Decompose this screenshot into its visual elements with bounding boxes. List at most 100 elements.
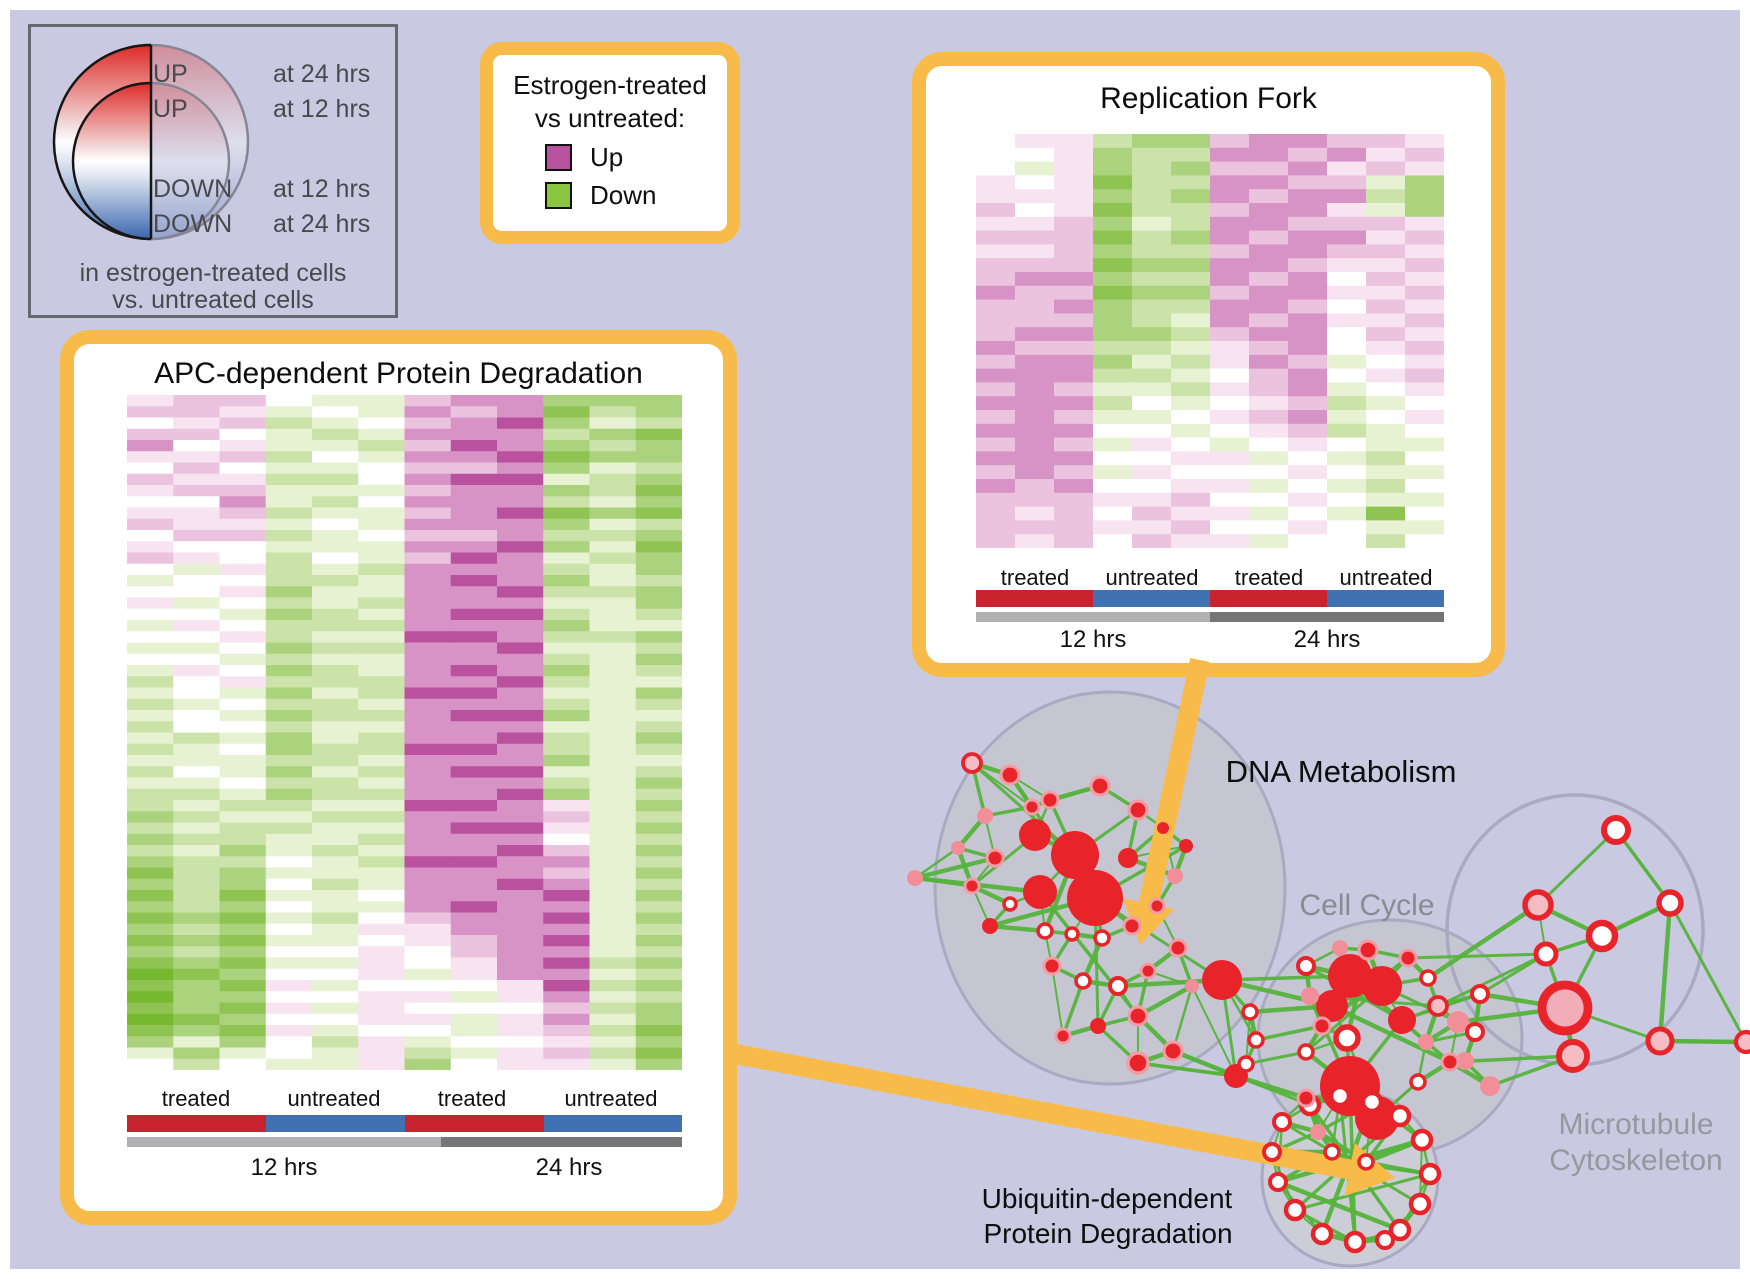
heatmap-cell xyxy=(497,552,544,565)
heatmap-cell xyxy=(589,676,637,688)
heatmap-cell xyxy=(265,912,313,925)
heatmap-cell xyxy=(1015,313,1055,328)
heatmap-cell xyxy=(1405,258,1444,273)
heatmap-cell xyxy=(450,642,498,655)
heatmap-cell xyxy=(589,1047,637,1060)
heatmap-cell xyxy=(173,935,220,947)
heatmap-cell xyxy=(635,485,682,497)
heatmap-cell xyxy=(1210,203,1250,218)
heatmap-cell xyxy=(1327,230,1367,245)
network-node-ring xyxy=(1064,926,1080,942)
heatmap-cell xyxy=(265,631,313,643)
heatmap-cell xyxy=(127,530,174,542)
heatmap-cell xyxy=(635,1058,682,1070)
heatmap-cell xyxy=(589,395,637,407)
heatmap-cell xyxy=(635,1025,682,1037)
heatmap-cell xyxy=(312,845,359,857)
heatmap-cell xyxy=(497,563,544,576)
heatmap-cell xyxy=(173,575,220,587)
heatmap-cell xyxy=(635,395,682,407)
network-node-solid xyxy=(1118,848,1138,868)
heatmap-cell xyxy=(589,507,637,520)
apc-group-label-1: treated xyxy=(161,1086,231,1111)
heatmap-cell xyxy=(219,923,267,936)
network-node-soft xyxy=(1167,868,1183,884)
heatmap-cell xyxy=(1366,272,1406,287)
heatmap-cell xyxy=(589,800,637,812)
heatmap-cell xyxy=(497,721,544,733)
heatmap-cell xyxy=(543,507,590,520)
rf-24hrs-bar xyxy=(1210,612,1444,622)
estrogen-legend-title-line1: Estrogen-treated xyxy=(513,70,707,100)
heatmap-cell xyxy=(173,428,220,441)
heatmap-cell xyxy=(358,676,405,688)
heatmap-cell xyxy=(1405,506,1444,521)
network-node-ring xyxy=(1388,1104,1412,1128)
heatmap-cell xyxy=(589,440,637,452)
heatmap-cell xyxy=(312,417,359,430)
network-node-solid xyxy=(1316,990,1348,1022)
heatmap-cell xyxy=(1288,258,1328,273)
heatmap-cell xyxy=(312,957,359,970)
heatmap-cell xyxy=(312,698,359,711)
heatmap-cell xyxy=(1210,216,1250,232)
heatmap-cell xyxy=(497,788,544,801)
heatmap-cell xyxy=(127,608,174,621)
network-node-halo xyxy=(1126,1051,1150,1075)
heatmap-cell xyxy=(173,687,220,700)
heatmap-cell xyxy=(312,440,359,452)
heatmap-cell xyxy=(589,755,637,767)
heatmap-cell xyxy=(312,890,359,902)
heatmap-cell xyxy=(1015,189,1055,204)
heatmap-cell xyxy=(127,451,174,463)
heatmap-cell xyxy=(1288,437,1328,452)
heatmap-cell xyxy=(543,833,590,846)
heatmap-cell xyxy=(1327,382,1367,397)
heatmap-cell xyxy=(219,451,267,463)
heatmap-cell xyxy=(312,462,359,475)
heatmap-cell xyxy=(1132,451,1172,466)
heatmap-cell xyxy=(265,687,313,700)
network-node-ring xyxy=(1074,972,1092,990)
heatmap-cell xyxy=(1171,327,1211,342)
heatmap-cell xyxy=(312,586,359,598)
heatmap-cell xyxy=(127,743,174,756)
heatmap-cell xyxy=(589,890,637,902)
heatmap-cell xyxy=(543,462,590,475)
heatmap-cell xyxy=(976,161,1016,176)
heatmap-cell xyxy=(1288,368,1328,383)
heatmap-cell xyxy=(219,1036,267,1048)
heatmap-cell xyxy=(1171,534,1211,548)
heatmap-cell xyxy=(1249,285,1289,301)
heatmap-cell xyxy=(312,743,359,756)
heatmap-cell xyxy=(265,395,313,407)
heatmap-cell xyxy=(543,563,590,576)
heatmap-cell xyxy=(1249,189,1289,204)
heatmap-cell xyxy=(1054,465,1094,480)
heatmap-cell xyxy=(450,867,498,880)
heatmap-cell xyxy=(358,428,405,441)
heatmap-cell xyxy=(173,890,220,902)
apc-group-label-3: treated xyxy=(437,1086,507,1111)
heatmap-cell xyxy=(358,653,405,666)
heatmap-cell xyxy=(589,732,637,745)
heatmap-cell xyxy=(219,395,267,407)
heatmap-cell xyxy=(1171,285,1211,301)
heatmap-cell xyxy=(404,631,452,643)
heatmap-cell xyxy=(635,563,682,576)
heatmap-cell xyxy=(497,1025,544,1037)
network-node-ring xyxy=(1283,1198,1307,1222)
heatmap-cell xyxy=(1054,216,1094,232)
heatmap-cell xyxy=(1093,285,1133,301)
network-node-ring xyxy=(1409,1073,1427,1091)
heatmap-cell xyxy=(358,417,405,430)
heatmap-cell xyxy=(265,833,313,846)
heatmap-cell xyxy=(265,575,313,587)
heatmap-cell xyxy=(1327,216,1367,232)
heatmap-cell xyxy=(976,396,1016,411)
heatmap-cell xyxy=(404,1058,452,1070)
heatmap-cell xyxy=(635,631,682,643)
heatmap-cell xyxy=(127,518,174,531)
heatmap-cell xyxy=(265,980,313,992)
heatmap-cell xyxy=(543,608,590,621)
